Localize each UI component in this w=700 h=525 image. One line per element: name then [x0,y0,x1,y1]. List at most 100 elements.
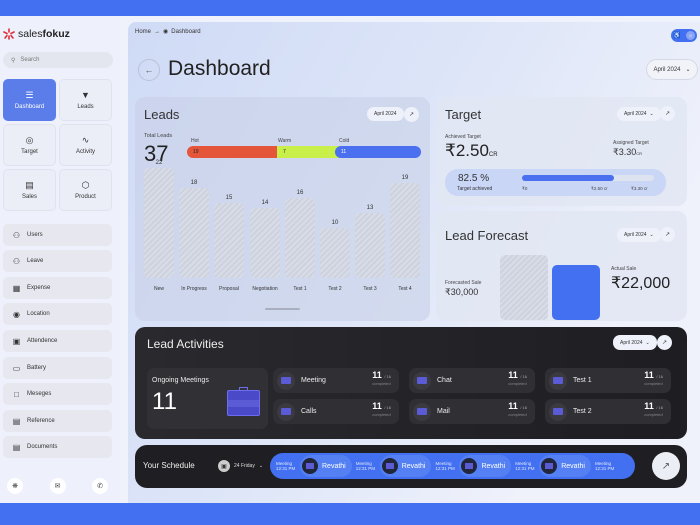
bar[interactable] [144,168,174,278]
schedule-strip[interactable]: Meeting 12:31 PM Revathi Meeting 12:31 PM Rev… [270,453,635,479]
leads-date-filter[interactable]: April 2024 [367,107,404,121]
activities-title: Lead Activities [147,337,224,351]
schedule-person[interactable]: Revathi [300,455,352,477]
bar-label: Test 1 [293,286,307,292]
sidebar-item-messages[interactable]: □ Meseges [3,383,112,405]
tile-label: Leads [77,103,94,110]
logo[interactable]: salesfokuz [3,28,70,40]
sidebar-item-expense[interactable]: ▦ Expense [3,277,112,299]
tile-label: Dashboard [14,103,45,110]
activities-expand-button[interactable]: ↗ [657,335,672,350]
bar[interactable] [285,198,315,278]
leads-bar-chart: 22 New 18 In Progress 15 Proposal 14 Negotiatio… [144,160,428,299]
avatar [461,458,478,474]
target-date: April 2024 [624,111,647,117]
chart-scrollbar[interactable] [265,308,300,310]
breadcrumb-current: Dashboard [171,28,201,35]
activity-item[interactable]: Meeting 11 / 16 completed [273,368,399,393]
tile-leads[interactable]: ▼ Leads [59,79,112,121]
sidebar-item-documents[interactable]: ▤ Documents [3,436,112,458]
activity-label: Mail [437,408,450,415]
bar-chart-icon: ▤ [25,179,34,190]
tile-target[interactable]: ◎ Target [3,124,56,166]
target-percent-label: Target achieved [457,186,493,192]
message-icon: □ [14,389,19,399]
cold-value: 11 [341,149,347,155]
cold-label: Cold [339,138,350,144]
ongoing-meetings-card[interactable]: Ongoing Meetings 11 [147,368,268,429]
date-filter[interactable]: April 2024 ⌄ [646,59,698,80]
forecast-date: April 2024 [624,232,647,238]
activity-count: 11 / 16 completed [508,370,527,387]
bar[interactable] [390,183,420,278]
activity-count: 11 / 16 completed [372,370,391,387]
activities-date-filter[interactable]: April 2024 ⌄ [613,335,657,350]
activity-item[interactable]: Mail 11 / 16 completed [409,399,535,424]
warm-label: Warm [278,138,292,144]
forecast-date-filter[interactable]: April 2024 ⌄ [617,228,661,242]
arrow-right-icon: → [154,28,161,35]
schedule-open-button[interactable]: ↗ [652,452,680,480]
activity-item[interactable]: Chat 11 / 16 completed [409,368,535,393]
settings-icon[interactable]: ❋ [7,478,23,494]
bar[interactable] [179,188,209,278]
bar-value: 22 [155,160,163,166]
activity-item[interactable]: Calls 11 / 16 completed [273,399,399,424]
tile-dashboard[interactable]: ☰ Dashboard [3,79,56,121]
phone-icon[interactable]: ✆ [92,478,108,494]
achieved-value: ₹2.50CR [445,141,498,161]
search-input[interactable]: ⚲ Search [3,52,113,68]
activities-date: April 2024 [620,339,643,346]
activity-item[interactable]: Test 2 11 / 16 completed [545,399,671,424]
forecast-expand-button[interactable]: ↗ [660,227,675,242]
total-leads-value: 37 [144,141,169,166]
box-icon: ⬡ [81,179,90,190]
sidebar-item-label: Battery [27,365,47,371]
sidebar-item-reference[interactable]: ▤ Reference [3,410,112,432]
leads-expand-button[interactable]: ↗ [404,107,419,122]
tile-activity[interactable]: ∿ Activity [59,124,112,166]
activity-label: Test 1 [573,377,592,384]
tile-sales[interactable]: ▤ Sales [3,169,56,211]
schedule-time: Meeting 12:31 PM [515,461,535,471]
sidebar-item-location[interactable]: ◉ Location [3,303,112,325]
day-picker[interactable]: ▣ 24 Friday ⌄ [215,456,269,476]
activity-item[interactable]: Test 1 11 / 16 completed [545,368,671,393]
bar[interactable] [320,228,350,278]
target-expand-button[interactable]: ↗ [660,106,675,121]
scale-achieved: ₹2.50 cr [591,186,608,191]
schedule-person[interactable]: Revathi [539,455,591,477]
mail-icon[interactable]: ✉ [49,478,66,494]
hot-segment[interactable]: 19 [187,146,279,158]
sidebar-footer: ❋ ✉ ✆ [3,474,112,498]
tile-product[interactable]: ⬡ Product [59,169,112,211]
tile-label: Sales [21,193,37,200]
activity-label: Meeting [301,377,326,384]
arrow-up-right-icon: ↗ [661,340,668,346]
sidebar-item-battery[interactable]: ▭ Battery [3,357,112,379]
search-icon: ⚲ [11,57,16,64]
chevron-down-icon: ⌄ [258,463,264,469]
activity-label: Chat [437,377,452,384]
bar-label: Negotiation [252,286,278,292]
bar[interactable] [214,203,244,278]
sidebar-item-users[interactable]: ⚇ Users [3,224,112,246]
activity-count: 11 / 16 completed [372,401,391,418]
ongoing-label: Ongoing Meetings [152,377,209,384]
theme-toggle[interactable]: ♿ ☼ [671,29,697,42]
bar[interactable] [355,213,385,278]
breadcrumb-home[interactable]: Home [135,28,152,35]
bar[interactable] [250,208,280,278]
target-date-filter[interactable]: April 2024 ⌄ [617,107,661,121]
back-button[interactable]: ← [138,59,160,81]
schedule-person[interactable]: Revathi [459,455,512,477]
warm-segment[interactable]: 7 [277,146,339,158]
avatar [541,458,558,474]
sidebar-item-leave[interactable]: ⚇ Leave [3,250,112,272]
cold-segment[interactable]: 11 [335,146,421,158]
sidebar-item-attendence[interactable]: ▣ Attendence [3,330,112,352]
page-title: Dashboard [168,57,271,80]
schedule-person[interactable]: Revathi [379,455,432,477]
breadcrumb: Home → ◉ Dashboard [135,28,201,36]
assigned-amount: ₹3.30 [613,147,637,157]
